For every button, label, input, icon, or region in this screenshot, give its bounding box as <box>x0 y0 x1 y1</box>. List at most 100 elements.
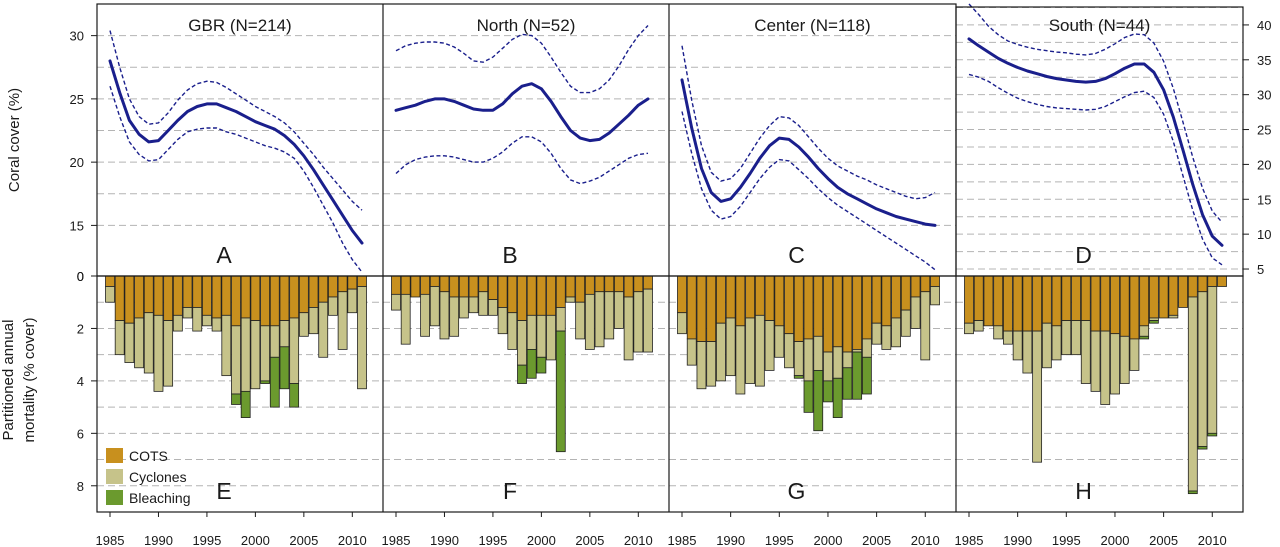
bar-cots-1991-panel-E <box>163 275 174 321</box>
y-left-tick-label-25: 25 <box>70 92 84 107</box>
panel-letter-C: C <box>788 242 805 268</box>
y-right-tick-label-30: 30 <box>1257 88 1271 103</box>
bar-cyclones-1994-panel-E <box>192 307 203 332</box>
bar-cyclones-2009-panel-G <box>910 296 921 329</box>
bar-bleaching-2001-panel-G <box>832 377 843 418</box>
bar-cots-1997-panel-G <box>793 275 804 342</box>
bar-cots-2001-panel-G <box>832 275 843 348</box>
bar-cyclones-2010-panel-E <box>347 288 358 314</box>
bar-cots-2006-panel-H <box>1168 275 1179 316</box>
bar-cyclones-2000-panel-E <box>250 320 261 390</box>
bar-cots-1996-panel-E <box>211 275 222 319</box>
bar-cots-1992-panel-F <box>458 275 469 298</box>
bar-cyclones-1994-panel-F <box>478 291 489 316</box>
bar-cots-2002-panel-F <box>555 275 566 308</box>
bar-cyclones-1997-panel-E <box>221 314 232 377</box>
bar-cyclones-1989-panel-E <box>143 312 154 374</box>
bar-cots-2007-panel-F <box>604 275 615 293</box>
bar-cyclones-2001-panel-E <box>260 325 270 382</box>
x-tick-label-2005: 2005 <box>575 533 604 547</box>
bar-bleaching-2000-panel-G <box>823 380 833 403</box>
bar-cots-1989-panel-F <box>429 275 440 287</box>
bar-cots-2000-panel-F <box>536 275 547 316</box>
bar-cyclones-2000-panel-H <box>1110 333 1120 395</box>
x-tick-label-2000: 2000 <box>527 533 556 547</box>
bar-cyclones-2008-panel-G <box>900 309 911 337</box>
bar-cyclones-1992-panel-F <box>458 296 469 319</box>
bar-cots-2000-panel-G <box>823 275 833 353</box>
y-right-tick-label-40: 40 <box>1257 18 1271 33</box>
bar-cots-1994-panel-F <box>478 275 489 293</box>
y-right-tick-label-20: 20 <box>1257 157 1271 172</box>
bar-cots-2011-panel-G <box>930 275 940 287</box>
top-frame-south-panel <box>955 6 1244 277</box>
bar-cots-2006-panel-F <box>594 275 605 293</box>
bar-cyclones-2008-panel-H <box>1187 296 1198 492</box>
bar-cyclones-2007-panel-F <box>604 291 615 340</box>
bar-cyclones-2002-panel-H <box>1129 338 1140 371</box>
bar-cots-2006-panel-G <box>881 275 892 327</box>
bar-cots-2002-panel-E <box>269 275 280 327</box>
y-right-tick-label-35: 35 <box>1257 53 1271 68</box>
bar-cyclones-2004-panel-E <box>289 317 300 384</box>
y-right-tick-label-15: 15 <box>1257 192 1271 207</box>
bar-bleaching-1999-panel-E <box>240 390 251 419</box>
bar-cyclones-2008-panel-E <box>328 296 338 316</box>
y-left-tick-label-20: 20 <box>70 155 84 170</box>
y-left-tick-label-30: 30 <box>70 29 84 44</box>
y-bottom-tick-label-2: 2 <box>77 321 84 336</box>
bar-cyclones-1995-panel-G <box>774 325 785 358</box>
bar-cyclones-1995-panel-F <box>488 299 498 316</box>
x-tick-label-1985: 1985 <box>668 533 697 547</box>
bar-cots-1988-panel-H <box>993 275 1004 327</box>
bar-cots-1993-panel-G <box>754 275 765 316</box>
bar-bleaching-2001-panel-E <box>260 380 270 384</box>
x-tick-label-2000: 2000 <box>1101 533 1130 547</box>
bar-cyclones-2011-panel-E <box>357 286 367 390</box>
mean-cover-line-panel-D <box>967 37 1224 247</box>
bar-bleaching-2002-panel-E <box>269 356 280 408</box>
bar-cyclones-1989-panel-F <box>429 286 440 327</box>
bar-cots-1998-panel-E <box>231 275 241 327</box>
bar-cots-1989-panel-H <box>1003 275 1013 332</box>
bar-cyclones-2004-panel-G <box>861 338 872 358</box>
bar-cots-1988-panel-E <box>134 275 144 319</box>
bar-cyclones-1988-panel-G <box>706 341 717 387</box>
bar-cots-1998-panel-G <box>803 275 814 340</box>
upper-ci-line-panel-B <box>395 25 649 94</box>
bar-cyclones-2000-panel-F <box>536 314 547 358</box>
bar-bleaching-1999-panel-F <box>526 349 537 379</box>
bar-cyclones-2008-panel-F <box>614 291 624 329</box>
bar-cots-2009-panel-G <box>910 275 921 298</box>
bar-cyclones-1992-panel-G <box>745 317 756 384</box>
bar-cots-1987-panel-F <box>410 275 421 298</box>
bar-cyclones-1992-panel-H <box>1032 330 1043 463</box>
bar-cyclones-1994-panel-H <box>1051 325 1062 361</box>
y-right-tick-label-5: 5 <box>1257 262 1264 277</box>
bar-cyclones-1996-panel-E <box>211 317 222 332</box>
bar-cyclones-2009-panel-H <box>1197 291 1208 447</box>
bar-cyclones-1988-panel-E <box>134 317 144 369</box>
bar-cots-1990-panel-G <box>725 275 736 319</box>
panel-title-C: Center (N=118) <box>754 16 870 35</box>
bar-cots-2003-panel-F <box>565 275 576 298</box>
bar-cyclones-1985-panel-G <box>677 312 687 335</box>
x-tick-label-2010: 2010 <box>1198 533 1227 547</box>
x-tick-label-1995: 1995 <box>192 533 221 547</box>
bar-bleaching-1997-panel-G <box>793 375 804 379</box>
bar-cyclones-1998-panel-H <box>1090 330 1101 392</box>
x-tick-label-1990: 1990 <box>144 533 173 547</box>
x-tick-label-1995: 1995 <box>478 533 507 547</box>
bar-cots-2007-panel-E <box>318 275 329 303</box>
bar-cots-2002-panel-H <box>1129 275 1140 340</box>
bar-cyclones-1999-panel-H <box>1100 330 1111 405</box>
bar-cyclones-1988-panel-F <box>420 293 430 337</box>
labels-layer: 1985 1990 1995 2000 2005 2010 1985 1990 1995 2000… <box>0 16 1271 547</box>
bar-cyclones-2005-panel-F <box>584 293 595 350</box>
x-tick-label-2010: 2010 <box>624 533 653 547</box>
bar-cyclones-2006-panel-G <box>881 325 892 350</box>
legend-swatch-bleaching <box>106 490 123 505</box>
x-tick-label-1995: 1995 <box>765 533 794 547</box>
bar-bleaching-2003-panel-H <box>1139 335 1150 340</box>
bar-cots-2004-panel-G <box>861 275 872 340</box>
